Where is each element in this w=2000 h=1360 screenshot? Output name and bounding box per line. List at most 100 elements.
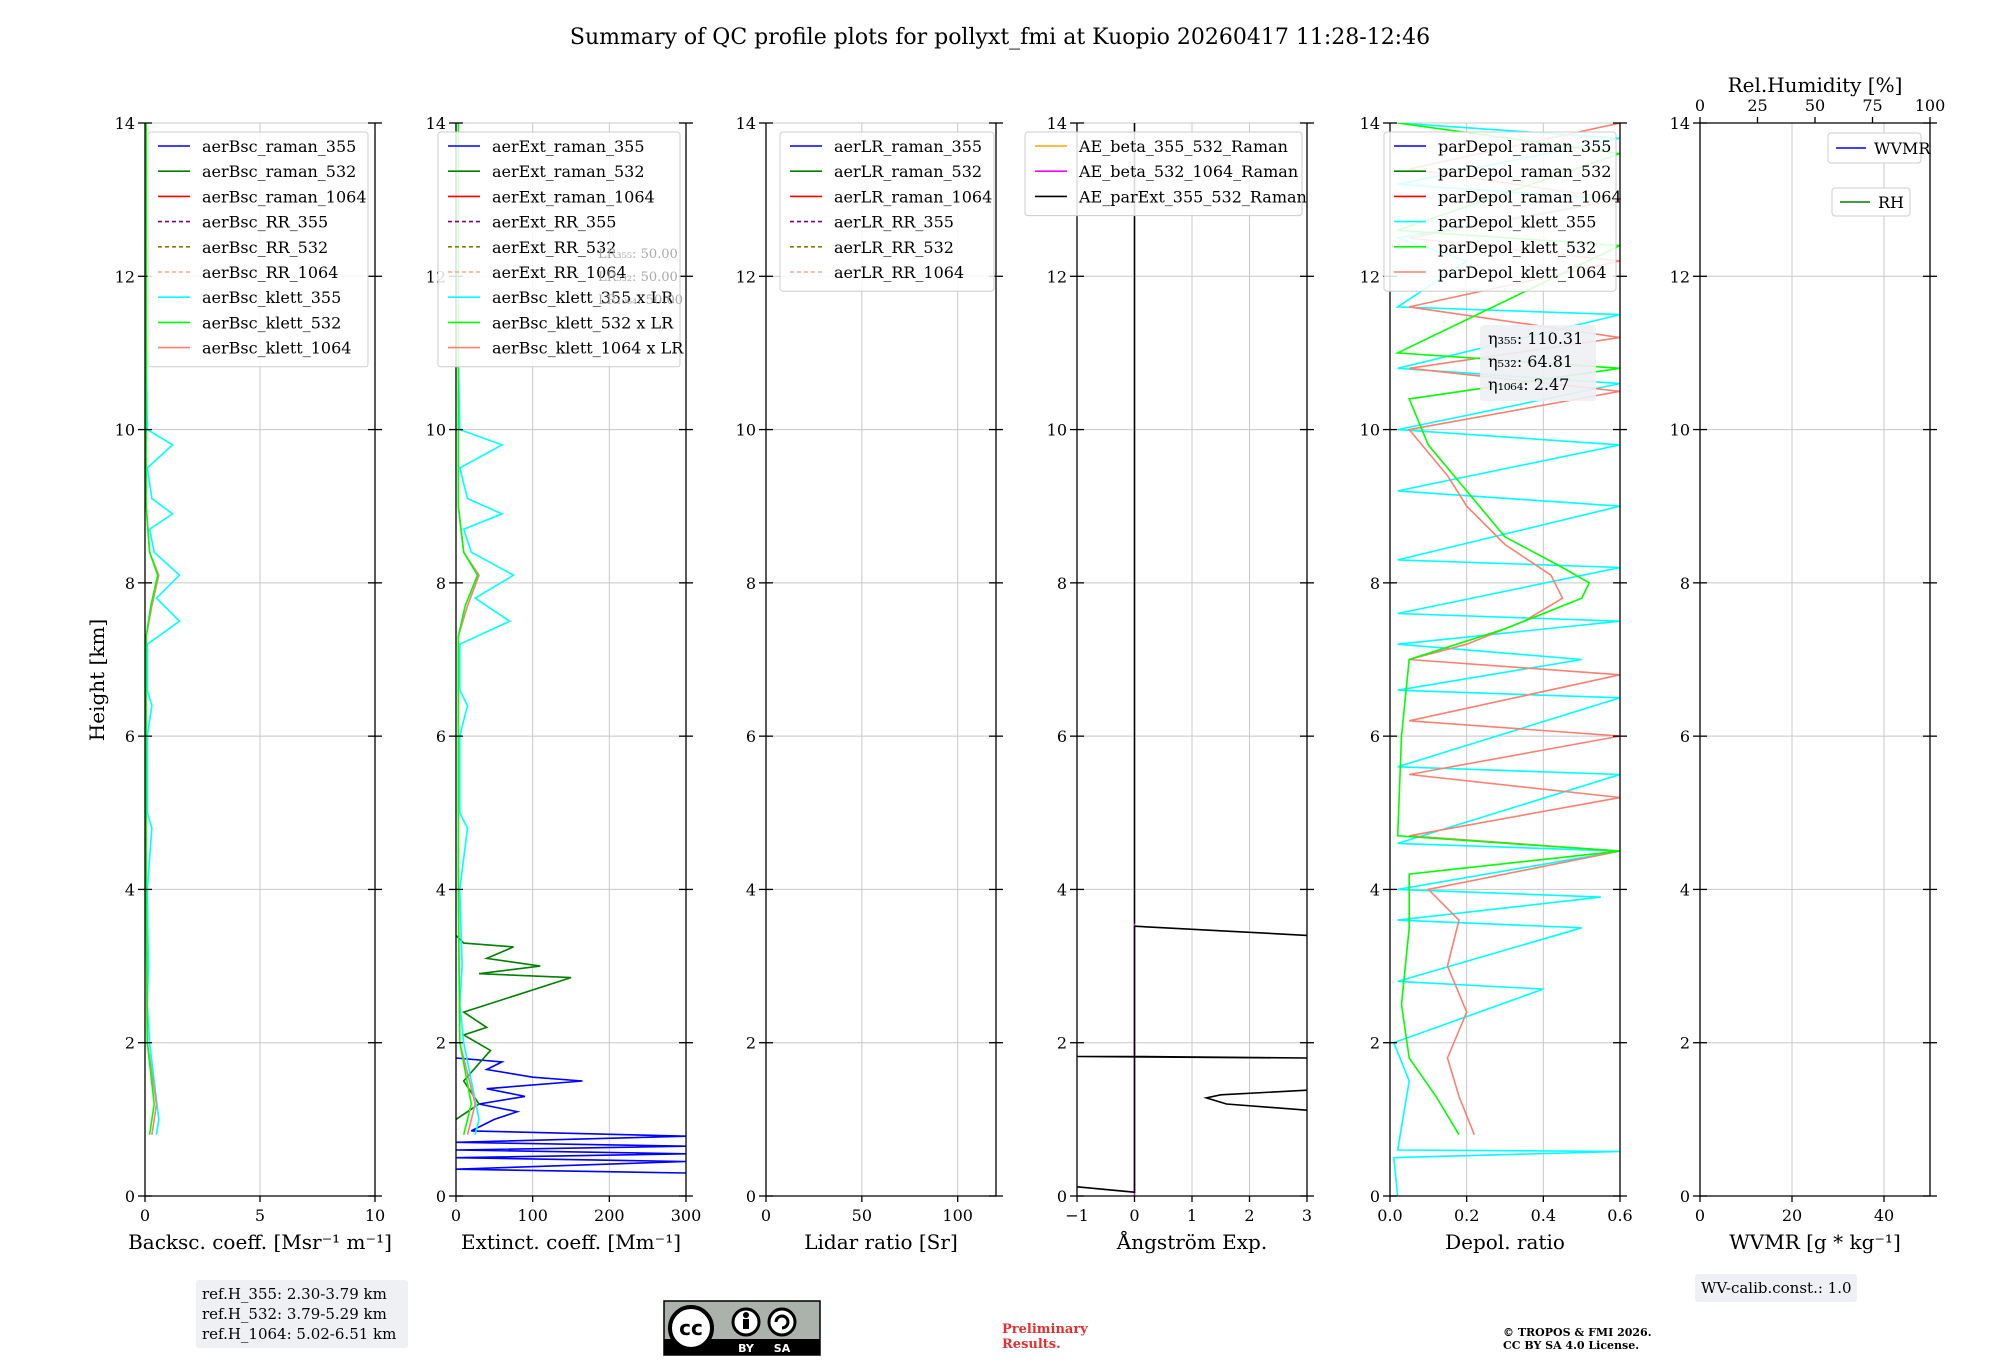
legend-label: parDepol_raman_532 <box>1438 162 1611 181</box>
xtick-label: 100 <box>942 1206 973 1225</box>
ytick-label: 0 <box>746 1187 756 1206</box>
legend-label: aerExt_raman_355 <box>492 137 645 156</box>
ytick-label: 0 <box>1370 1187 1380 1206</box>
annotation-text: η₁₀₆₄: 2.47 <box>1488 375 1569 394</box>
ytick-label: 8 <box>125 574 135 593</box>
ytick-label: 10 <box>1047 421 1067 440</box>
ytick-label: 4 <box>746 880 756 899</box>
x-axis-label: Lidar ratio [Sr] <box>804 1230 958 1254</box>
legend-label: parDepol_raman_1064 <box>1438 187 1622 206</box>
legend-label: RH <box>1878 193 1904 212</box>
legend-label: aerLR_RR_355 <box>834 213 954 232</box>
top-axis-label: Rel.Humidity [%] <box>1728 73 1903 97</box>
series-parDepol_klett_532 <box>1394 123 1620 1136</box>
copyright-line-2: CC BY SA 4.0 License. <box>1503 1339 1639 1352</box>
annotation-box <box>1480 325 1596 401</box>
ytick-label: 10 <box>1360 421 1380 440</box>
sa-label: SA <box>774 1342 791 1355</box>
legend-label: aerBsc_klett_1064 x LR <box>492 339 684 358</box>
legend-label: parDepol_klett_1064 <box>1438 263 1607 282</box>
legend-label: parDepol_klett_532 <box>1438 238 1596 257</box>
legend-label: AE_beta_355_532_Raman <box>1078 137 1288 156</box>
ytick-label: 8 <box>1370 574 1380 593</box>
ytick-label: 8 <box>1057 574 1067 593</box>
xtick-label: 3 <box>1302 1206 1312 1225</box>
xtick-label: 300 <box>671 1206 702 1225</box>
ytick-label: 2 <box>1370 1034 1380 1053</box>
ytick-label: 8 <box>746 574 756 593</box>
legend-label: aerLR_raman_532 <box>834 162 982 181</box>
preliminary-results: Preliminary Results. <box>1002 1322 1092 1352</box>
ytick-label: 6 <box>746 727 756 746</box>
legend-box <box>779 131 995 292</box>
xtick-label: 200 <box>594 1206 625 1225</box>
x-axis-label: Backsc. coeff. [Msr⁻¹ m⁻¹] <box>128 1230 392 1254</box>
y-axis-label: Height [km] <box>85 619 109 741</box>
x-axis-label: Extinct. coeff. [Mm⁻¹] <box>461 1230 681 1254</box>
top-xtick-label: 25 <box>1747 96 1767 115</box>
annotation-text: LR₃₅₅: 50.00 <box>598 247 678 262</box>
xtick-label: 0 <box>451 1206 461 1225</box>
ytick-label: 14 <box>1670 114 1690 133</box>
legend-label: aerBsc_klett_355 x LR <box>492 288 674 307</box>
legend-label: aerBsc_raman_355 <box>202 137 356 156</box>
legend-label: aerBsc_klett_532 <box>202 313 341 332</box>
note-text: ref.H_355: 2.30-3.79 km <box>202 1285 387 1303</box>
ytick-label: 10 <box>736 421 756 440</box>
legend-label: aerBsc_raman_532 <box>202 162 356 181</box>
annotation-text: LR₅₃₂: 50.00 <box>598 270 678 285</box>
top-xtick-label: 0 <box>1695 96 1705 115</box>
series-aerBsc_klett_532 <box>145 123 159 1135</box>
legend-box <box>147 131 369 368</box>
ytick-label: 2 <box>436 1034 446 1053</box>
xtick-label: 0.2 <box>1454 1206 1479 1225</box>
legend-label: aerBsc_klett_532 x LR <box>492 313 674 332</box>
xtick-label: 1 <box>1187 1206 1197 1225</box>
top-xtick-label: 75 <box>1862 96 1882 115</box>
xtick-label: −1 <box>1065 1206 1089 1225</box>
legend-label: aerExt_raman_1064 <box>492 187 655 206</box>
xtick-label: 100 <box>517 1206 548 1225</box>
series-parDepol_klett_355 <box>1392 123 1620 1196</box>
ytick-label: 12 <box>1047 267 1067 286</box>
legend-label: aerBsc_raman_1064 <box>202 187 367 206</box>
figure-title: Summary of QC profile plots for pollyxt_… <box>570 25 1430 50</box>
ytick-label: 10 <box>115 421 135 440</box>
ytick-label: 12 <box>115 267 135 286</box>
note-text: WV-calib.const.: 1.0 <box>1701 1279 1852 1297</box>
ytick-label: 2 <box>125 1034 135 1053</box>
sa-icon <box>767 1307 797 1337</box>
legend-label: aerLR_RR_1064 <box>834 263 964 282</box>
xtick-label: 0 <box>1129 1206 1139 1225</box>
ytick-label: 12 <box>736 267 756 286</box>
legend-label: aerBsc_RR_1064 <box>202 263 338 282</box>
ytick-label: 10 <box>1670 421 1690 440</box>
legend-label: AE_beta_532_1064_Raman <box>1078 162 1298 181</box>
legend-box <box>437 131 681 368</box>
ytick-label: 4 <box>1370 880 1380 899</box>
ytick-label: 10 <box>426 421 446 440</box>
legend-label: aerLR_raman_1064 <box>834 187 992 206</box>
ytick-label: 2 <box>1680 1034 1690 1053</box>
legend-label: aerBsc_klett_1064 <box>202 339 351 358</box>
xtick-label: 50 <box>852 1206 872 1225</box>
x-axis-label: WVMR [g * kg⁻¹] <box>1729 1230 1901 1254</box>
annotation-text: LR₁₀₆₄: 50.00 <box>598 293 683 308</box>
annotation-text: η₅₃₂: 64.81 <box>1488 352 1573 371</box>
legend-label: aerExt_RR_532 <box>492 238 616 257</box>
legend-label: aerBsc_klett_355 <box>202 288 341 307</box>
legend-label: aerBsc_RR_532 <box>202 238 328 257</box>
series-aerExt_raman_355 <box>456 1057 686 1174</box>
xtick-label: 40 <box>1874 1206 1894 1225</box>
xtick-label: 2 <box>1244 1206 1254 1225</box>
legend-label: parDepol_raman_355 <box>1438 137 1611 156</box>
note-box <box>1695 1274 1857 1302</box>
ytick-label: 8 <box>436 574 446 593</box>
legend-box <box>1024 131 1303 217</box>
ytick-label: 0 <box>1057 1187 1067 1206</box>
xtick-label: 0.0 <box>1377 1206 1402 1225</box>
